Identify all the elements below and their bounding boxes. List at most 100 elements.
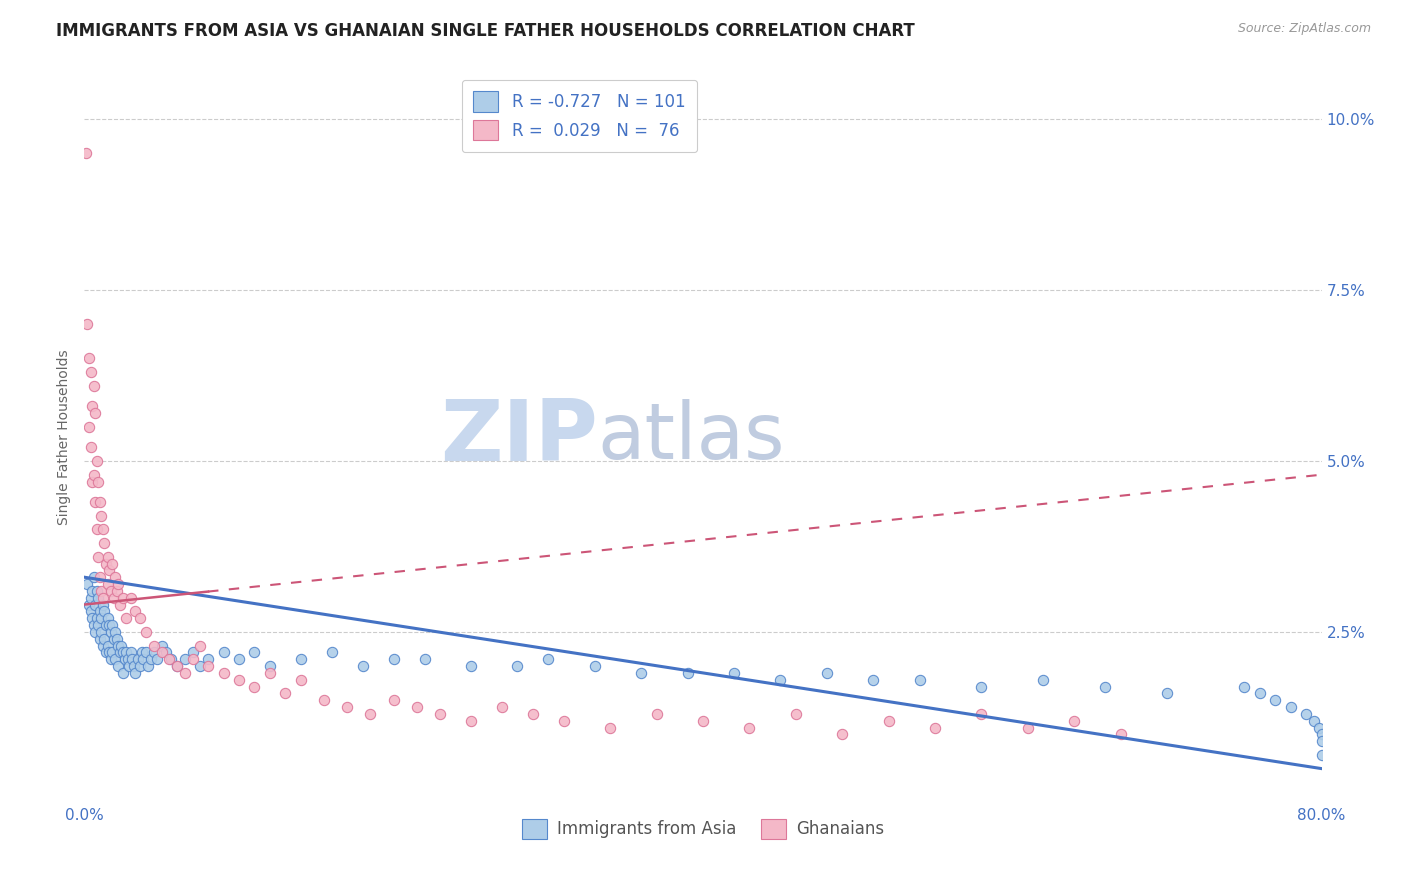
Point: [98, 563, 121, 577]
Point: [599, 721, 621, 735]
Point: [89, 570, 111, 584]
Point: [1310, 734, 1333, 748]
Point: [877, 714, 900, 728]
Point: [522, 706, 544, 721]
Point: [413, 652, 436, 666]
Point: [100, 583, 122, 598]
Point: [91, 639, 114, 653]
Point: [96, 611, 118, 625]
Point: [93, 536, 115, 550]
Point: [112, 591, 135, 605]
Text: ZIP: ZIP: [440, 395, 598, 479]
Point: [75, 146, 97, 161]
Point: [491, 700, 513, 714]
Point: [90, 583, 112, 598]
Point: [91, 522, 114, 536]
Point: [132, 652, 155, 666]
Point: [1310, 747, 1333, 762]
Point: [124, 665, 146, 680]
Point: [93, 604, 115, 618]
Point: [197, 659, 219, 673]
Point: [1308, 721, 1330, 735]
Point: [101, 645, 124, 659]
Point: [105, 583, 128, 598]
Point: [135, 624, 157, 639]
Point: [506, 659, 529, 673]
Point: [769, 673, 792, 687]
Text: Source: ZipAtlas.com: Source: ZipAtlas.com: [1237, 22, 1371, 36]
Point: [89, 604, 111, 618]
Point: [103, 591, 125, 605]
Point: [1295, 706, 1317, 721]
Point: [243, 680, 266, 694]
Point: [83, 618, 105, 632]
Point: [82, 583, 104, 598]
Point: [259, 665, 281, 680]
Point: [1302, 714, 1324, 728]
Point: [86, 522, 108, 536]
Point: [146, 652, 169, 666]
Point: [382, 693, 405, 707]
Point: [84, 406, 107, 420]
Point: [91, 591, 114, 605]
Point: [738, 721, 761, 735]
Point: [460, 659, 482, 673]
Point: [630, 665, 652, 680]
Point: [82, 475, 104, 489]
Point: [107, 577, 129, 591]
Point: [150, 645, 173, 659]
Point: [104, 570, 127, 584]
Legend: Immigrants from Asia, Ghanaians: Immigrants from Asia, Ghanaians: [515, 812, 891, 846]
Point: [110, 639, 132, 653]
Point: [105, 632, 128, 646]
Point: [676, 665, 699, 680]
Point: [382, 652, 405, 666]
Point: [336, 700, 359, 714]
Point: [228, 673, 250, 687]
Point: [212, 665, 235, 680]
Point: [360, 706, 382, 721]
Point: [118, 659, 141, 673]
Point: [104, 652, 127, 666]
Point: [166, 659, 188, 673]
Point: [143, 639, 166, 653]
Point: [103, 632, 125, 646]
Point: [107, 639, 129, 653]
Point: [121, 652, 143, 666]
Point: [96, 639, 118, 653]
Point: [166, 659, 188, 673]
Point: [181, 652, 204, 666]
Point: [188, 659, 211, 673]
Point: [127, 652, 149, 666]
Point: [160, 652, 183, 666]
Point: [101, 618, 124, 632]
Point: [84, 495, 107, 509]
Point: [970, 706, 993, 721]
Point: [124, 604, 146, 618]
Point: [553, 714, 575, 728]
Point: [321, 645, 343, 659]
Point: [84, 598, 107, 612]
Point: [93, 632, 115, 646]
Point: [862, 673, 884, 687]
Point: [79, 604, 101, 618]
Point: [96, 549, 118, 564]
Point: [98, 645, 121, 659]
Point: [259, 659, 281, 673]
Point: [1109, 727, 1132, 741]
Point: [76, 577, 98, 591]
Point: [100, 652, 122, 666]
Point: [83, 467, 105, 482]
Point: [108, 645, 131, 659]
Point: [86, 454, 108, 468]
Point: [159, 652, 180, 666]
Text: atlas: atlas: [598, 399, 786, 475]
Point: [84, 624, 107, 639]
Point: [83, 379, 105, 393]
Point: [76, 318, 98, 332]
Point: [1310, 727, 1333, 741]
Point: [77, 420, 100, 434]
Point: [100, 624, 122, 639]
Point: [228, 652, 250, 666]
Point: [143, 645, 166, 659]
